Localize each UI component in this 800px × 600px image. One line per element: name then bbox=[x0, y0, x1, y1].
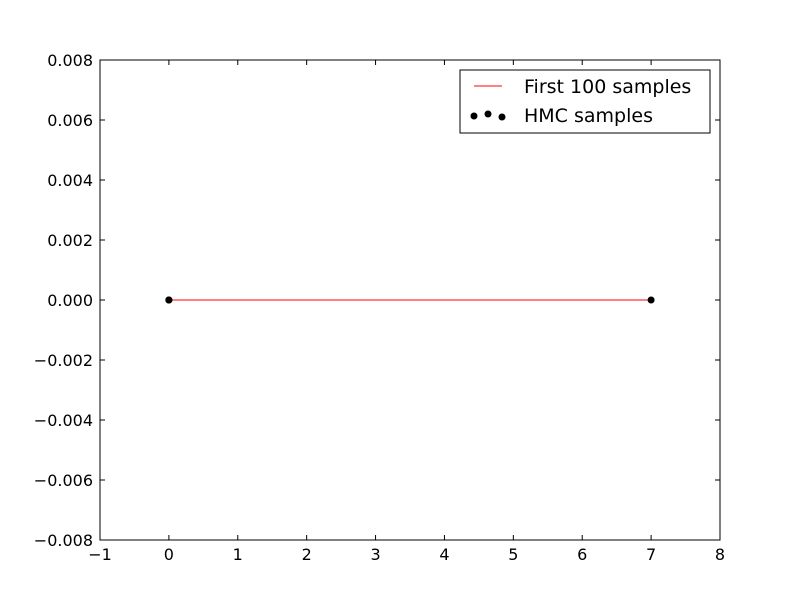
x-tick-label: 5 bbox=[508, 545, 518, 564]
y-tick-label: 0.002 bbox=[47, 231, 93, 250]
y-tick-label: 0.008 bbox=[47, 51, 93, 70]
x-tick-label: −1 bbox=[88, 545, 112, 564]
legend-point-swatch-2 bbox=[484, 110, 492, 118]
x-tick-label: 8 bbox=[715, 545, 725, 564]
y-tick-label: 0.006 bbox=[47, 111, 93, 130]
y-tick-label: −0.008 bbox=[34, 531, 93, 550]
legend-point-swatch-1 bbox=[470, 112, 478, 120]
y-tick-label: −0.004 bbox=[34, 411, 93, 430]
scatter-point-hmc-sample bbox=[165, 296, 173, 304]
x-tick-label: 2 bbox=[302, 545, 312, 564]
x-tick-label: 4 bbox=[439, 545, 449, 564]
x-tick-label: 0 bbox=[164, 545, 174, 564]
x-tick-label: 6 bbox=[577, 545, 587, 564]
legend-label-first-100-samples: First 100 samples bbox=[524, 76, 691, 98]
series-layer bbox=[165, 296, 655, 304]
legend: First 100 samples HMC samples bbox=[459, 69, 711, 134]
y-tick-label: −0.006 bbox=[34, 471, 93, 490]
x-tick-label: 1 bbox=[233, 545, 243, 564]
y-tick-label: −0.002 bbox=[34, 351, 93, 370]
legend-point-swatch-3 bbox=[498, 113, 506, 121]
legend-label-hmc-samples: HMC samples bbox=[524, 105, 653, 127]
y-axis: 0.008 0.006 0.004 0.002 0.000 −0.002 −0.004 −0.… bbox=[34, 51, 720, 550]
x-axis: −1 0 1 2 3 4 5 6 7 8 bbox=[88, 60, 725, 564]
legend-frame bbox=[459, 69, 711, 134]
x-tick-label: 7 bbox=[646, 545, 656, 564]
y-tick-label: 0.000 bbox=[47, 291, 93, 310]
y-tick-label: 0.004 bbox=[47, 171, 93, 190]
x-tick-label: 3 bbox=[370, 545, 380, 564]
scatter-point-hmc-sample bbox=[647, 296, 655, 304]
